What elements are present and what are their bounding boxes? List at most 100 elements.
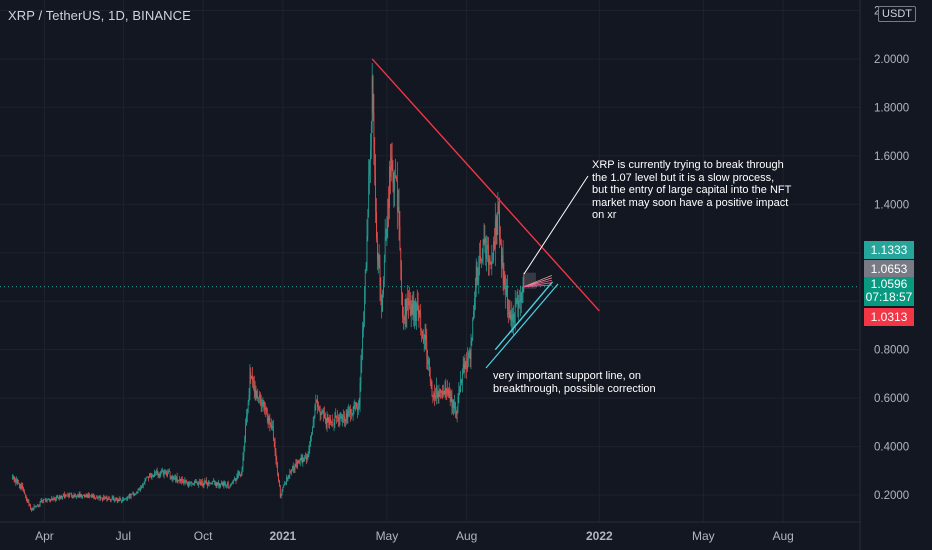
candle-body: [384, 237, 386, 259]
candle-body: [453, 399, 455, 409]
annotation-pointer-support: [485, 283, 559, 369]
candle-body: [345, 413, 347, 422]
candle-body: [418, 310, 420, 315]
candle-body: [31, 508, 33, 511]
candle-body: [383, 258, 385, 281]
candle-body: [491, 261, 493, 265]
candle-body: [229, 485, 231, 488]
candle-body: [523, 285, 525, 287]
candle-body: [495, 220, 497, 236]
candle-body: [263, 402, 265, 407]
candle-body: [12, 476, 14, 477]
candle-body: [361, 349, 363, 365]
candle-body: [233, 479, 235, 481]
y-tick-label: 0.4000: [874, 442, 909, 454]
x-tick-label: Apr: [35, 529, 54, 543]
candle-body: [503, 275, 505, 285]
candle-body: [245, 424, 246, 442]
candle-body: [259, 395, 260, 398]
candle-body: [87, 494, 89, 497]
candle-body: [481, 259, 482, 261]
candle-body: [435, 395, 436, 399]
support-trendline[interactable]: [494, 281, 554, 351]
candle-body: [372, 76, 374, 113]
candle-body: [499, 210, 500, 241]
resistance-trendline[interactable]: [371, 58, 600, 312]
candle-body: [32, 508, 34, 509]
candle-body: [181, 478, 183, 482]
candle-body: [475, 266, 477, 284]
candle-body: [364, 298, 365, 323]
candle-body: [474, 298, 475, 311]
candle-body: [289, 471, 291, 476]
candle-body: [99, 497, 101, 500]
candle-body: [318, 408, 320, 412]
candle-body: [285, 483, 286, 485]
candle-body: [488, 259, 490, 265]
candle-body: [242, 457, 244, 468]
candle-body: [12, 476, 13, 479]
candle-body: [68, 494, 70, 497]
candle-body: [461, 379, 462, 383]
candle-body: [220, 484, 221, 487]
candle-body: [125, 498, 127, 500]
annotation-nft: XRP is currently trying to break through…: [592, 159, 792, 221]
candle-body: [367, 213, 369, 236]
candle-body: [177, 480, 179, 481]
candle-body: [356, 402, 357, 408]
candle-body: [77, 495, 79, 498]
candle-body: [22, 486, 24, 490]
candle-body: [170, 476, 172, 478]
candle-body: [325, 417, 326, 421]
candle-body: [252, 376, 253, 381]
candle-body: [257, 395, 259, 398]
candle-body: [240, 472, 242, 476]
candle-body: [422, 331, 423, 339]
candle-body: [191, 482, 193, 484]
candle-body: [55, 499, 57, 500]
candle-body: [146, 476, 148, 478]
candle-body: [205, 480, 207, 482]
candle-body: [412, 300, 414, 315]
candle-body: [62, 496, 63, 498]
candle-body: [211, 483, 213, 485]
candle-body: [25, 496, 27, 499]
candle-body: [370, 149, 371, 161]
candle-body: [456, 406, 458, 416]
candle-body: [344, 421, 346, 422]
y-tick-label: 1.4000: [874, 199, 909, 211]
candle-body: [223, 482, 225, 486]
candle-body: [288, 475, 290, 478]
candle-body: [197, 482, 199, 486]
candle-body: [26, 498, 28, 502]
candle-body: [478, 260, 480, 280]
candle-body: [164, 472, 166, 473]
candle-body: [194, 481, 196, 484]
candle-body: [224, 482, 226, 483]
candle-body: [326, 417, 328, 428]
candle-body: [39, 501, 41, 506]
candle-body: [300, 457, 302, 460]
candle-body: [427, 358, 429, 364]
candle-body: [311, 434, 312, 437]
candle-body: [156, 471, 158, 473]
candle-body: [354, 404, 356, 406]
candle-body: [417, 305, 419, 311]
candle-body: [81, 494, 83, 498]
candle-body: [85, 494, 87, 497]
y-tick-label: 2.0000: [874, 54, 909, 66]
currency-badge[interactable]: USDT: [878, 6, 916, 22]
candle-body: [380, 286, 382, 303]
annotation-pointer-nft: [523, 175, 589, 275]
candle-body: [155, 471, 157, 473]
candle-body: [388, 199, 389, 209]
candle-body: [140, 488, 142, 490]
candle-body: [209, 482, 211, 484]
last-price-value: 1.0596: [870, 277, 908, 291]
candle-body: [416, 303, 418, 306]
candle-body: [375, 174, 376, 212]
candle-body: [264, 406, 266, 410]
candle-body: [178, 480, 180, 482]
candle-body: [60, 495, 62, 498]
